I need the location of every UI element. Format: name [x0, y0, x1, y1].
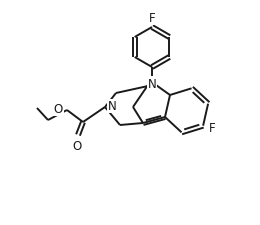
Text: N: N [148, 77, 156, 90]
Text: O: O [72, 139, 82, 152]
Text: O: O [54, 103, 63, 116]
Text: N: N [108, 100, 117, 113]
Text: F: F [149, 12, 155, 25]
Text: F: F [209, 122, 216, 135]
